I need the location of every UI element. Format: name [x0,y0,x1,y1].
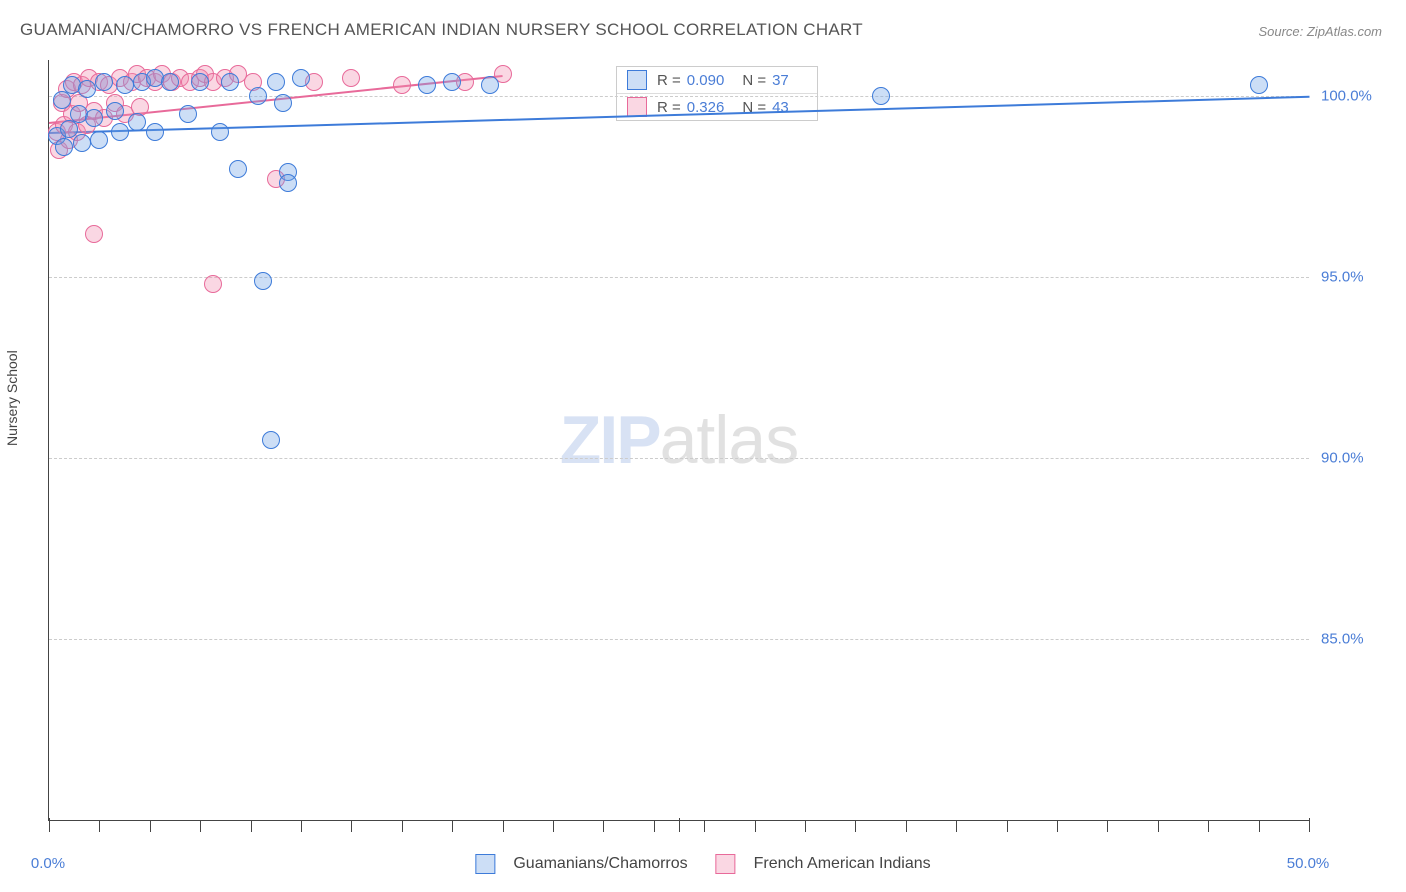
point-series1 [267,73,285,91]
legend-stats-row: R = 0.090 N = 37 [617,67,817,94]
point-series1 [481,76,499,94]
point-series1 [1250,76,1268,94]
x-minor-tick [99,820,100,832]
x-minor-tick [704,820,705,832]
x-minor-tick [301,820,302,832]
point-series1 [279,174,297,192]
y-tick-label: 95.0% [1321,269,1364,286]
x-minor-tick [452,820,453,832]
watermark-zip: ZIP [560,402,660,478]
x-tick [679,818,680,832]
x-minor-tick [1158,820,1159,832]
x-minor-tick [906,820,907,832]
x-minor-tick [1208,820,1209,832]
point-series1 [146,123,164,141]
legend-label: Guamanians/Chamorros [513,855,687,873]
x-minor-tick [1057,820,1058,832]
gridline [49,458,1309,459]
legend-bottom: Guamanians/Chamorros French American Indi… [475,854,930,874]
point-series1 [262,431,280,449]
point-series1 [73,134,91,152]
x-tick [49,818,50,832]
point-series1 [116,76,134,94]
point-series1 [179,105,197,123]
point-series1 [221,73,239,91]
x-minor-tick [1259,820,1260,832]
y-tick-label: 100.0% [1321,88,1372,105]
x-minor-tick [956,820,957,832]
x-minor-tick [503,820,504,832]
x-minor-tick [1107,820,1108,832]
x-minor-tick [805,820,806,832]
x-minor-tick [654,820,655,832]
legend-label: French American Indians [754,855,931,873]
x-minor-tick [603,820,604,832]
point-series1 [55,138,73,156]
watermark: ZIPatlas [560,401,798,479]
x-minor-tick [855,820,856,832]
x-minor-tick [351,820,352,832]
point-series1 [90,131,108,149]
x-tick-label: 0.0% [31,855,65,872]
x-minor-tick [755,820,756,832]
legend-item: French American Indians [716,854,931,874]
point-series1 [254,272,272,290]
legend-swatch [627,70,647,90]
y-tick-label: 90.0% [1321,450,1364,467]
point-series1 [85,109,103,127]
point-series1 [106,102,124,120]
gridline [49,277,1309,278]
gridline [49,639,1309,640]
point-series1 [418,76,436,94]
x-minor-tick [402,820,403,832]
x-minor-tick [200,820,201,832]
point-series1 [161,73,179,91]
plot-area: ZIPatlas R =0.090N =37R =0.326N =43 85.0… [48,60,1309,821]
x-tick-label: 50.0% [1287,855,1330,872]
point-series1 [111,123,129,141]
chart-container: GUAMANIAN/CHAMORRO VS FRENCH AMERICAN IN… [0,0,1406,892]
legend-swatch [716,854,736,874]
point-series2 [85,225,103,243]
point-series1 [292,69,310,87]
r-label: R = [657,72,681,89]
point-series2 [204,275,222,293]
point-series1 [872,87,890,105]
watermark-atlas: atlas [660,402,799,478]
x-tick [1309,818,1310,832]
point-series1 [443,73,461,91]
point-series2 [342,69,360,87]
point-series2 [393,76,411,94]
legend-item: Guamanians/Chamorros [475,854,687,874]
point-series1 [191,73,209,91]
n-label: N = [742,72,766,89]
r-value: 0.090 [687,72,725,89]
point-series1 [274,94,292,112]
chart-title: GUAMANIAN/CHAMORRO VS FRENCH AMERICAN IN… [20,20,863,40]
point-series1 [211,123,229,141]
point-series1 [249,87,267,105]
legend-swatch [475,854,495,874]
point-series1 [128,113,146,131]
gridline [49,96,1309,97]
point-series1 [95,73,113,91]
x-minor-tick [553,820,554,832]
x-minor-tick [150,820,151,832]
y-tick-label: 85.0% [1321,631,1364,648]
x-minor-tick [251,820,252,832]
point-series1 [78,80,96,98]
source-attribution: Source: ZipAtlas.com [1258,24,1382,39]
point-series1 [229,160,247,178]
n-value: 37 [772,72,789,89]
x-minor-tick [1007,820,1008,832]
y-axis-label: Nursery School [4,350,20,446]
